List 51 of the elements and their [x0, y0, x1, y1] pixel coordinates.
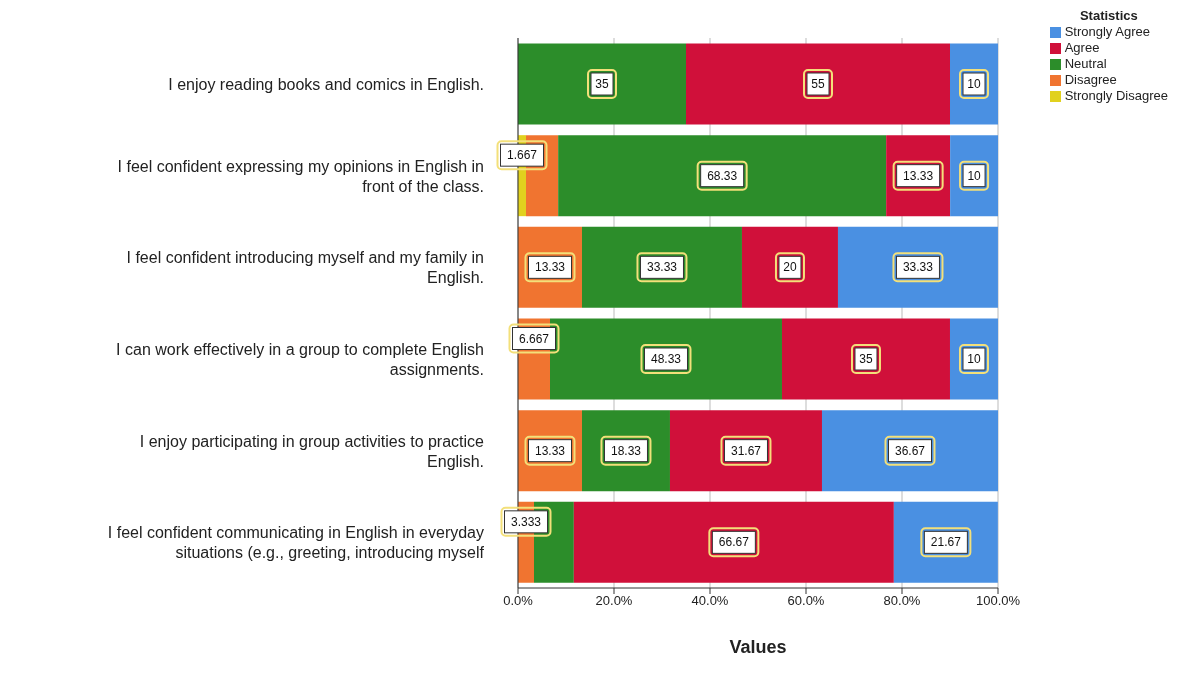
legend-label: Strongly Agree — [1064, 24, 1150, 40]
data-label: 20 — [783, 260, 797, 275]
data-label: 33.33 — [902, 260, 934, 275]
y-tick-label: I feel confident introducing myself and my family in English. — [126, 248, 484, 286]
bar — [741, 226, 838, 308]
data-label: 66.67 — [718, 535, 750, 550]
data-label: 68.33 — [707, 168, 738, 183]
y-tick-label: I enjoy participating in group activities to practice English. — [139, 432, 485, 469]
legend-label: Agree — [1064, 40, 1100, 56]
x-tick-label: 80.0% — [883, 593, 921, 609]
x-axis-title: Values — [729, 637, 787, 657]
data-label: 35 — [859, 352, 873, 366]
data-label: 13.33 — [534, 443, 566, 458]
bar — [686, 43, 950, 125]
legend-label: Neutral — [1064, 56, 1107, 72]
data-label: 10 — [967, 168, 982, 183]
data-label: 33.33 — [646, 260, 678, 275]
bar — [518, 43, 686, 125]
data-label: 3.333 — [510, 514, 542, 529]
data-label: 6.667 — [518, 331, 550, 346]
x-tick-label: 40.0% — [691, 593, 729, 609]
data-label: 10 — [967, 352, 981, 366]
data-label: 1.667 — [506, 148, 538, 163]
data-label: 10 — [967, 77, 981, 91]
data-label: 13.33 — [903, 168, 934, 183]
bar — [558, 135, 887, 217]
bar — [550, 318, 782, 400]
data-label: 13.33 — [534, 260, 566, 275]
data-label: 35 — [595, 77, 609, 91]
bar — [581, 226, 742, 308]
bar — [837, 226, 998, 308]
data-label: 31.67 — [730, 443, 762, 458]
data-label: 36.67 — [894, 443, 926, 458]
x-tick-label: 100.0% — [975, 593, 1021, 609]
data-label: 48.33 — [650, 352, 682, 366]
bar — [821, 410, 998, 492]
legend-label: Strongly Disagree — [1064, 88, 1168, 104]
y-tick-label: I enjoy reading books and comics in English. — [168, 75, 484, 93]
data-label: 21.67 — [930, 535, 962, 550]
legend-title: Statistics — [1078, 8, 1139, 24]
y-tick-label: I feel confident expressing my opinions in English in front of the class. — [117, 157, 484, 194]
x-tick-label: 0.0% — [503, 593, 534, 609]
x-tick-label: 20.0% — [595, 593, 633, 609]
data-label: 55 — [811, 77, 825, 91]
y-tick-label: I can work effectively in a group to complete English assignments. — [116, 340, 484, 378]
bar — [781, 318, 950, 400]
x-tick-label: 60.0% — [787, 593, 825, 609]
y-tick-label: I feel confident communicating in English in everyday situations (e.g., greeting, introducing myself — [107, 523, 485, 561]
bar — [573, 501, 894, 583]
legend-label: Disagree — [1064, 72, 1117, 88]
data-label: 18.33 — [610, 443, 642, 458]
